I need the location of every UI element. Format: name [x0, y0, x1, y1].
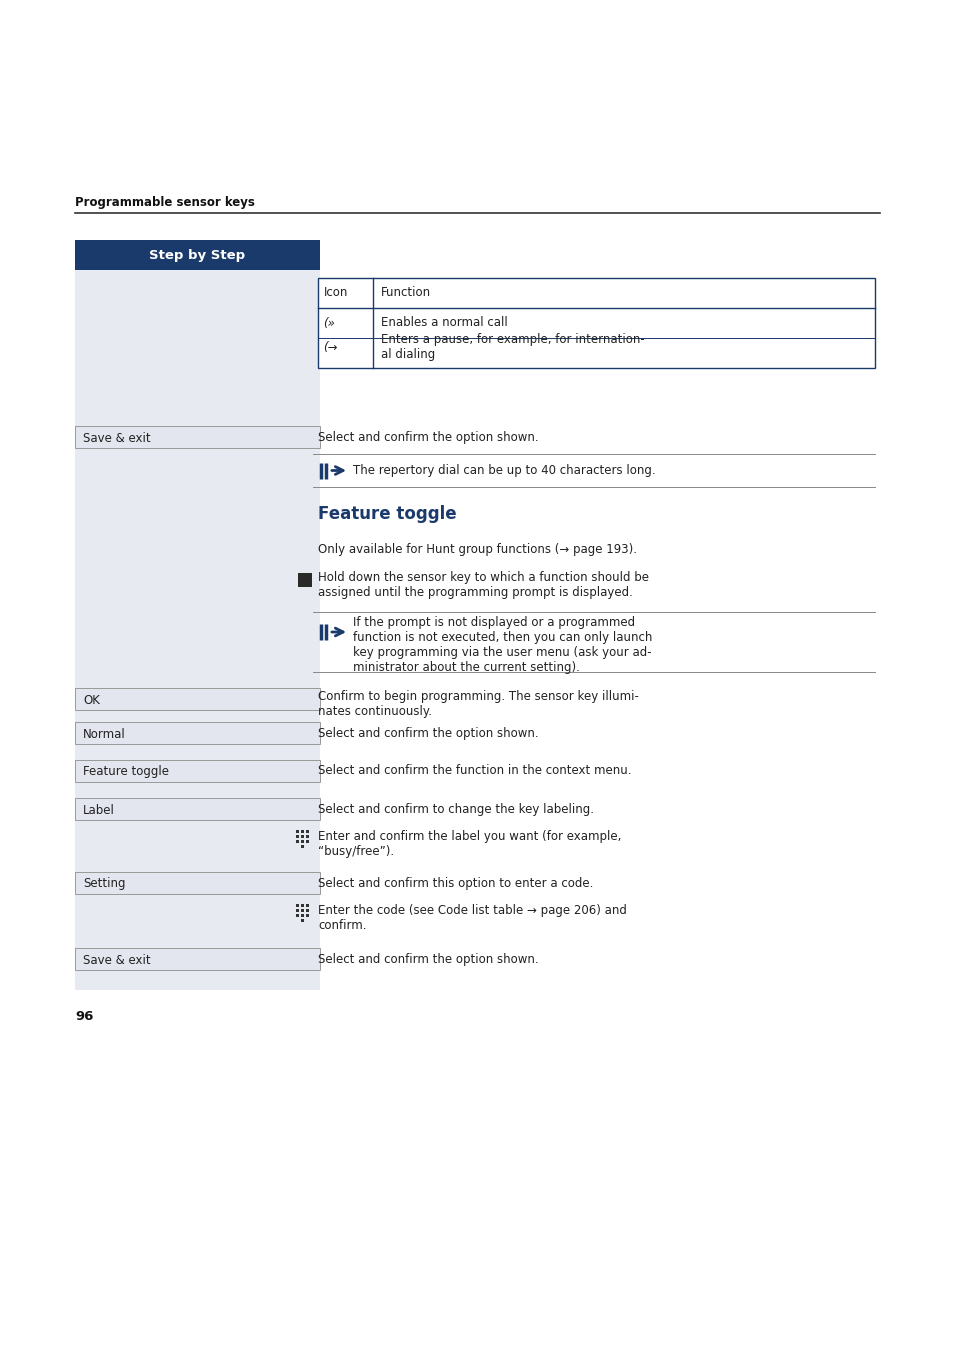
Bar	[301, 844, 304, 848]
Text: Normal: Normal	[83, 727, 126, 740]
Bar	[75, 798, 319, 820]
Bar	[306, 835, 309, 838]
Text: Feature toggle: Feature toggle	[83, 766, 169, 778]
Bar	[75, 240, 319, 990]
Text: Select and confirm the option shown.: Select and confirm the option shown.	[317, 727, 538, 739]
Bar	[301, 904, 304, 907]
Text: Enter the code (see Code list table → page 206) and
confirm.: Enter the code (see Code list table → pa…	[317, 904, 626, 932]
Text: Save & exit: Save & exit	[83, 431, 151, 444]
Text: The repertory dial can be up to 40 characters long.: The repertory dial can be up to 40 chara…	[353, 463, 655, 477]
Text: Icon: Icon	[324, 286, 348, 300]
Text: (»: (»	[323, 316, 335, 330]
Text: Label: Label	[83, 804, 114, 816]
Text: 96: 96	[75, 1011, 93, 1023]
Bar	[75, 948, 319, 970]
Bar	[295, 830, 298, 834]
Bar	[306, 904, 309, 907]
Bar	[295, 915, 298, 917]
Bar	[75, 426, 319, 449]
Text: Enter and confirm the label you want (for example,
“busy/free”).: Enter and confirm the label you want (fo…	[317, 830, 620, 858]
Bar	[75, 240, 319, 270]
Bar	[301, 915, 304, 917]
Text: (→: (→	[323, 340, 337, 354]
Bar	[75, 688, 319, 711]
Bar	[75, 721, 319, 744]
Text: Select and confirm the option shown.: Select and confirm the option shown.	[317, 952, 538, 966]
Text: Function: Function	[380, 286, 431, 300]
Bar	[301, 919, 304, 921]
Text: Enables a normal call: Enables a normal call	[380, 316, 507, 330]
Bar	[75, 761, 319, 782]
Bar	[295, 835, 298, 838]
Bar	[297, 573, 312, 586]
Bar	[295, 904, 298, 907]
Text: Confirm to begin programming. The sensor key illumi-
nates continuously.: Confirm to begin programming. The sensor…	[317, 690, 639, 717]
Bar	[306, 909, 309, 912]
Text: Select and confirm the option shown.: Select and confirm the option shown.	[317, 431, 538, 443]
Text: Select and confirm this option to enter a code.: Select and confirm this option to enter …	[317, 877, 593, 889]
Text: If the prompt is not displayed or a programmed
function is not executed, then yo: If the prompt is not displayed or a prog…	[353, 616, 652, 674]
Text: OK: OK	[83, 693, 100, 707]
Text: Setting: Setting	[83, 878, 126, 890]
Bar	[301, 835, 304, 838]
Bar	[295, 840, 298, 843]
Bar	[301, 840, 304, 843]
Bar	[75, 871, 319, 894]
Bar	[306, 840, 309, 843]
Text: Programmable sensor keys: Programmable sensor keys	[75, 196, 254, 209]
Text: Select and confirm the function in the context menu.: Select and confirm the function in the c…	[317, 765, 631, 777]
Text: Hold down the sensor key to which a function should be
assigned until the progra: Hold down the sensor key to which a func…	[317, 571, 648, 598]
Text: Step by Step: Step by Step	[150, 249, 245, 262]
Bar	[295, 909, 298, 912]
Text: Enters a pause, for example, for internation-
al dialing: Enters a pause, for example, for interna…	[380, 332, 644, 361]
Text: Feature toggle: Feature toggle	[317, 505, 456, 523]
Text: Only available for Hunt group functions (→ page 193).: Only available for Hunt group functions …	[317, 543, 637, 557]
Bar	[306, 915, 309, 917]
Text: Save & exit: Save & exit	[83, 954, 151, 966]
Bar	[317, 278, 874, 367]
Text: Select and confirm to change the key labeling.: Select and confirm to change the key lab…	[317, 802, 594, 816]
Bar	[301, 909, 304, 912]
Bar	[301, 830, 304, 834]
Bar	[306, 830, 309, 834]
